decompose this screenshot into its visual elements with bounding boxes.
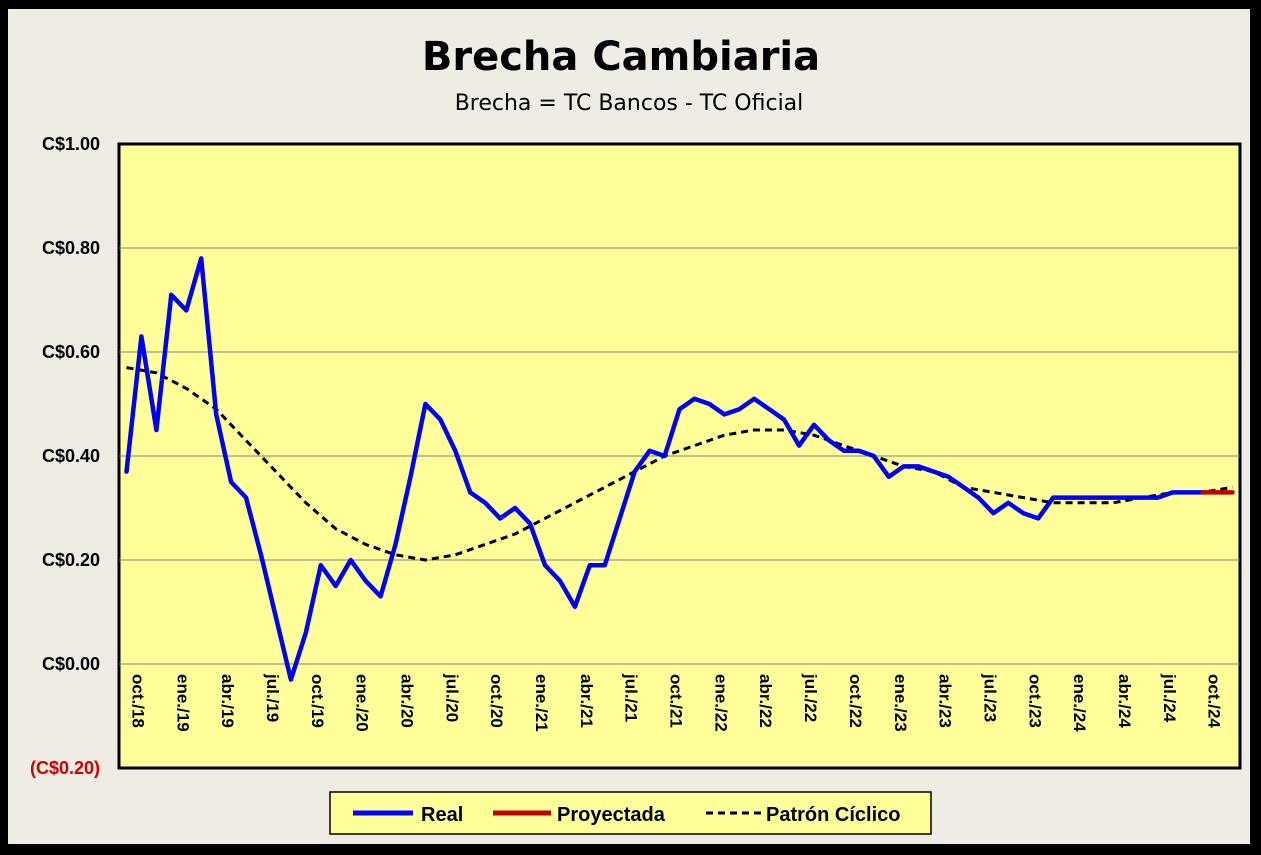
x-tick-label: oct./24 [1205,674,1224,728]
chart-title: Brecha Cambiaria [422,34,820,80]
x-tick-label: jul./22 [801,673,820,722]
x-tick-label: oct./20 [487,674,506,728]
x-tick-label: jul./19 [263,673,282,722]
gridlines [119,247,1240,665]
x-tick-label: oct./19 [308,674,327,728]
legend-label-patron: Patrón Cíclico [766,804,900,826]
chart-subtitle: Brecha = TC Bancos - TC Oficial [455,91,804,116]
y-tick-label: C$0.00 [42,654,100,674]
y-tick-label: (C$0.20) [30,758,100,778]
x-tick-label: jul./21 [622,673,641,722]
x-tick-label: abr./22 [756,674,775,728]
x-tick-label: ene./24 [1070,674,1089,732]
chart-svg: Brecha Cambiaria Brecha = TC Bancos - TC… [30,34,1242,835]
x-tick-label: ene./23 [891,674,910,732]
x-tick-label: abr./20 [398,674,417,728]
x-tick-label: oct./22 [846,674,865,728]
y-tick-label: C$0.40 [42,446,100,466]
x-tick-label: abr./19 [218,674,237,728]
x-tick-label: ene./19 [173,674,192,732]
x-tick-label: jul./24 [1160,673,1179,723]
x-tick-label: ene./20 [353,674,372,732]
x-tick-label: oct./23 [1025,674,1044,728]
x-axis-ticks: oct./18 ene./19 abr./19 jul./19 oct./19 ene./… [128,673,1223,732]
legend: Real Proyectada Patrón Cíclico [329,791,932,835]
x-tick-label: oct./21 [667,674,686,728]
chart-area: Brecha Cambiaria Brecha = TC Bancos - TC… [8,9,1250,844]
y-axis-ticks: C$1.00 C$0.80 C$0.60 C$0.40 C$0.20 C$0.00 (C$0… [30,134,100,778]
legend-label-proyectada: Proyectada [557,804,666,826]
x-tick-label: abr./23 [936,674,955,728]
x-tick-label: jul./20 [442,673,461,722]
x-tick-label: jul./23 [980,673,999,722]
y-tick-label: C$0.80 [42,238,100,258]
series-real-line [124,256,1205,682]
x-tick-label: oct./18 [128,674,147,728]
x-tick-label: ene./21 [532,674,551,732]
y-tick-label: C$1.00 [42,134,100,154]
x-tick-label: ene./22 [711,674,730,732]
y-tick-label: C$0.20 [42,550,100,570]
legend-label-real: Real [421,804,463,826]
x-tick-label: abr./21 [577,674,596,728]
series-layer [124,256,1235,682]
x-tick-label: abr./24 [1115,674,1134,728]
legend-box [329,791,932,835]
y-tick-label: C$0.60 [42,342,100,362]
